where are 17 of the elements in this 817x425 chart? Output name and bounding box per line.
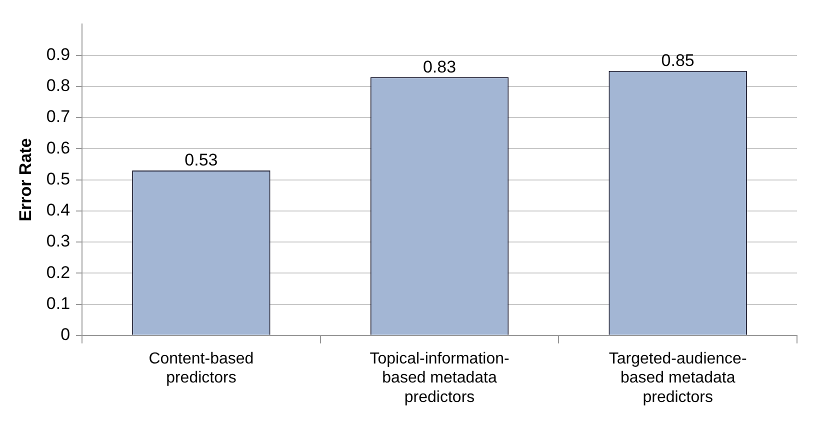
data-label: 0.53 [184,150,218,170]
y-tick-label: 0.4 [46,200,70,220]
y-tick-label: 0 [60,325,70,344]
y-tick-label: 0.9 [46,45,70,64]
x-tick-label: Targeted-audience-based metadata predictors [608,350,747,406]
y-tick-label: 0.1 [46,294,70,313]
y-tick-label: 0.5 [46,169,70,188]
y-tick-label: 0.6 [46,138,70,158]
y-tick-label: 0.3 [46,232,70,251]
x-tick-label: Content-based predictors [148,350,254,387]
data-label: 0.85 [661,51,694,70]
y-axis-title: Error Rate [16,138,35,222]
data-label: 0.83 [422,57,456,76]
x-tick-label: Topical-information-based metadata predictors [370,350,510,406]
y-tick-label: 0.7 [46,107,70,126]
y-tick-label: 0.2 [46,262,70,282]
y-tick-label: 0.8 [46,76,70,96]
